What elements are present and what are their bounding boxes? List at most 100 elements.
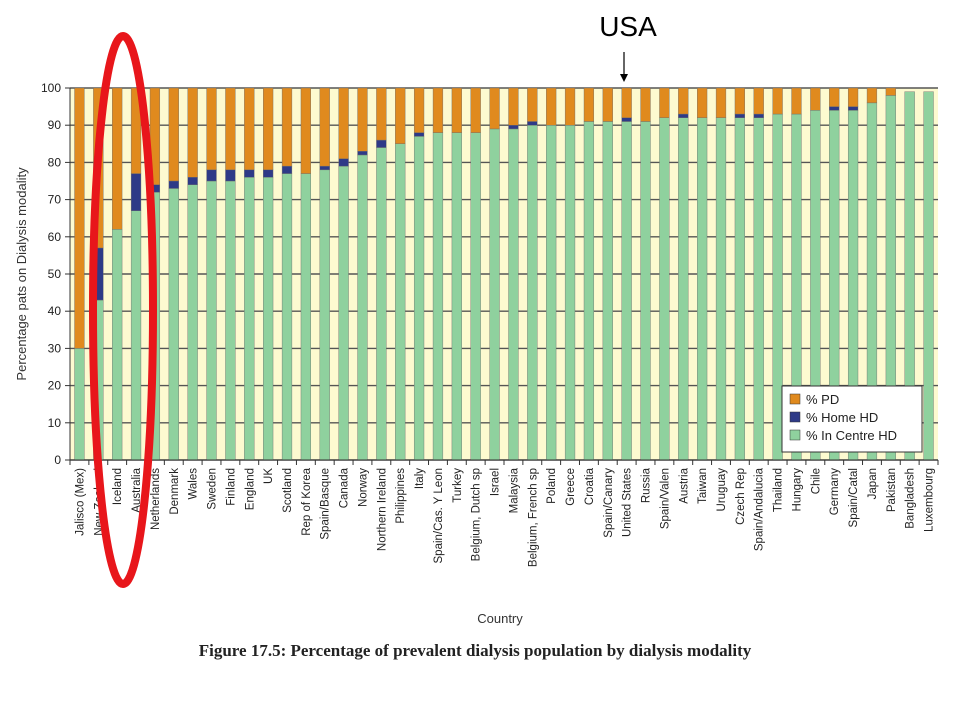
bar-segment: [338, 87, 349, 159]
bar-segment: [376, 147, 387, 461]
y-tick-label: 30: [48, 341, 62, 355]
bar-segment: [319, 169, 330, 461]
x-tick-label: Denmark: [169, 468, 181, 515]
bar-segment: [187, 87, 198, 178]
bar-segment: [753, 113, 764, 118]
bar-segment: [244, 177, 255, 461]
bar-segment: [489, 128, 500, 461]
bar-segment: [225, 169, 236, 182]
highlight-ellipse: [89, 32, 157, 588]
bar-segment: [187, 177, 198, 185]
bar-segment: [263, 87, 274, 171]
legend-box: [781, 385, 923, 453]
x-tick-label: Luxembourg: [924, 468, 936, 532]
bar-segment: [583, 87, 595, 122]
bar-segment: [413, 87, 425, 133]
x-tick-label: Israel: [490, 468, 502, 496]
x-tick-label: Austria: [678, 467, 690, 503]
figure-caption: Figure 17.5: Percentage of prevalent dia…: [199, 641, 752, 660]
x-tick-label: Spain/Canary: [603, 468, 615, 538]
x-tick-label: Turkey: [452, 468, 464, 503]
usa-annotation-label: USA: [599, 11, 657, 42]
bar-segment: [74, 87, 85, 349]
y-tick-label: 0: [54, 453, 61, 467]
x-tick-label: Spain/Cas. Y Leon: [433, 468, 445, 563]
y-tick-label: 50: [48, 267, 62, 281]
x-tick-label: Iceland: [112, 468, 124, 505]
bar-segment: [395, 87, 406, 144]
bar-segment: [640, 121, 651, 461]
bar-segment: [206, 180, 217, 461]
x-tick-label: Croatia: [584, 467, 596, 505]
x-tick-label: Norway: [357, 468, 369, 507]
bar-segment: [810, 87, 821, 111]
bar-segment: [621, 87, 632, 118]
bar-segment: [772, 87, 783, 115]
bar-segment: [206, 169, 217, 182]
bar-segment: [489, 87, 500, 130]
y-axis-title: Percentage pats on Dialysis modality: [14, 167, 29, 381]
x-tick-label: Northern Ireland: [376, 468, 388, 551]
x-tick-label: Italy: [414, 468, 426, 489]
x-tick-label: Japan: [867, 468, 879, 499]
y-tick-label: 20: [48, 379, 62, 393]
bar-segment: [715, 117, 727, 461]
bar-segment: [527, 124, 538, 461]
bar-segment: [300, 87, 311, 174]
bar-segment: [678, 113, 689, 118]
x-tick-label: Australia: [131, 467, 143, 512]
bar-segment: [847, 106, 859, 111]
x-tick-label: Greece: [565, 468, 577, 506]
bar-segment: [470, 132, 481, 461]
bar-segment: [168, 188, 179, 461]
x-tick-label: Malaysia: [508, 467, 520, 513]
bar-segment: [772, 113, 783, 461]
bar-segment: [564, 87, 576, 126]
x-tick-label: Germany: [829, 468, 841, 516]
legend-label-home-hd: % Home HD: [806, 410, 878, 425]
bar-segment: [508, 87, 519, 126]
legend-swatch-pd: [789, 393, 801, 405]
bar-segment: [734, 117, 745, 461]
bar-segment: [697, 87, 708, 118]
bar-segment: [847, 87, 859, 107]
bar-segment: [413, 132, 425, 137]
y-tick-label: 70: [48, 193, 62, 207]
bar-segment: [168, 180, 179, 189]
x-tick-label: Philippines: [395, 468, 407, 524]
bar-segment: [602, 121, 613, 461]
x-tick-label: Finland: [225, 468, 237, 506]
bar-segment: [753, 87, 764, 115]
bar-segment: [357, 154, 368, 461]
x-axis-title: Country: [477, 611, 523, 626]
x-tick-label: Belgium, French sp: [527, 468, 539, 567]
bar-segment: [300, 173, 311, 461]
x-tick-label: Bangladesh: [905, 468, 917, 529]
y-tick-label: 10: [48, 416, 62, 430]
bar-segment: [753, 117, 764, 461]
bar-segment: [508, 128, 519, 461]
bar-segment: [130, 210, 142, 461]
bar-segment: [885, 87, 896, 96]
bar-segment: [923, 91, 934, 461]
y-tick-label: 60: [48, 230, 62, 244]
x-tick-label: Spain/Valen: [659, 468, 671, 529]
bar-segment: [319, 87, 330, 167]
x-tick-label: Russia: [641, 467, 653, 503]
bar-segment: [829, 87, 840, 107]
bar-segment: [74, 348, 85, 461]
bar-segment: [281, 173, 293, 461]
x-tick-label: Hungary: [791, 468, 803, 512]
bar-segment: [527, 87, 538, 122]
x-axis-ticks: Jalisco (Mex) New Zealand Iceland Australia…: [69, 460, 939, 567]
y-tick-label: 80: [48, 155, 62, 169]
bar-segment: [451, 87, 462, 133]
bar-segment: [225, 87, 236, 171]
bar-segment: [357, 87, 368, 152]
bar-segment: [866, 87, 878, 104]
usa-annotation-arrow: [620, 52, 628, 82]
bar-segment: [697, 117, 708, 461]
bar-segment: [338, 158, 349, 167]
bar-segment: [413, 136, 425, 461]
